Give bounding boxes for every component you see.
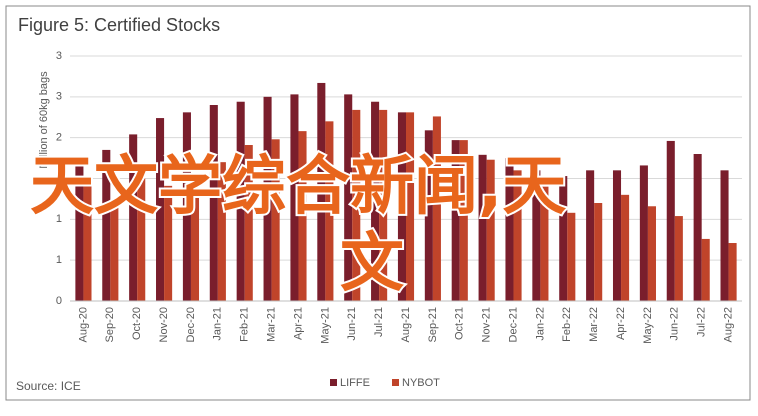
bar — [344, 94, 353, 301]
overlay-text: 文 — [340, 227, 404, 301]
bar — [379, 109, 388, 302]
bar — [478, 154, 487, 301]
chart-title: Figure 5: Certified Stocks — [18, 15, 220, 35]
x-tick-label: Sep-21 — [427, 307, 439, 342]
bar — [513, 170, 522, 301]
bar — [317, 82, 326, 301]
x-tick-label: Mar-22 — [588, 307, 600, 342]
x-tick-label: Dec-21 — [507, 307, 519, 342]
source: Source: ICE — [16, 379, 81, 393]
bar — [486, 159, 495, 301]
bar — [674, 216, 683, 301]
bar — [586, 170, 595, 301]
bar — [102, 149, 111, 301]
x-tick-label: Aug-20 — [77, 307, 89, 342]
bar — [352, 109, 361, 302]
y-tick-label: 2 — [56, 132, 62, 144]
bar — [325, 121, 334, 301]
x-tick-label: Mar-21 — [266, 307, 278, 342]
bar — [432, 116, 441, 301]
bar — [137, 178, 146, 301]
x-tick-label: Apr-22 — [615, 307, 627, 340]
bar — [209, 105, 218, 301]
bar — [83, 181, 92, 301]
y-tick-label: 1 — [56, 213, 62, 225]
bar — [701, 238, 710, 301]
legend-label: NYBOT — [402, 377, 440, 389]
bar — [505, 158, 514, 301]
bar — [693, 154, 702, 301]
legend-swatch — [330, 379, 337, 386]
bar — [290, 94, 299, 301]
bar — [190, 176, 200, 301]
x-tick-label: Sep-20 — [104, 307, 116, 342]
bar — [182, 112, 191, 301]
x-tick-label: Aug-21 — [400, 307, 412, 342]
y-tick-label: 0 — [56, 295, 62, 307]
y-tick-label: 3 — [56, 50, 62, 62]
bar — [129, 134, 138, 301]
bar — [728, 243, 737, 301]
bar — [639, 165, 648, 301]
bar — [594, 203, 603, 301]
x-tick-label: May-22 — [642, 307, 654, 344]
x-tick-label: Dec-20 — [185, 307, 197, 342]
bar — [621, 194, 630, 301]
x-tick-label: Feb-21 — [239, 307, 251, 342]
x-tick-label: Jan-22 — [534, 307, 546, 341]
bar — [217, 162, 226, 301]
bar — [666, 140, 675, 301]
bar — [567, 212, 576, 301]
bar — [424, 130, 433, 301]
bar — [371, 101, 380, 301]
x-tick-label: Jul-21 — [373, 307, 385, 337]
x-tick-label: Feb-22 — [561, 307, 573, 342]
legend-swatch — [392, 379, 399, 386]
bar — [406, 112, 415, 301]
overlay-text: 天文学综合新闻,天 — [30, 150, 566, 224]
x-tick-label: Oct-20 — [131, 307, 143, 340]
x-tick-label: Nov-21 — [481, 307, 493, 342]
x-tick-label: Oct-21 — [454, 307, 466, 340]
x-tick-label: Nov-20 — [158, 307, 170, 342]
bar — [459, 140, 468, 301]
bar — [298, 131, 307, 301]
y-tick-label: 2 — [56, 172, 62, 184]
x-tick-label: Jul-22 — [696, 307, 708, 337]
bar — [244, 145, 253, 301]
bar — [559, 176, 568, 301]
bar — [612, 170, 622, 301]
bar — [451, 140, 460, 301]
x-tick-label: Jan-21 — [212, 307, 224, 341]
x-tick-label: Apr-21 — [292, 307, 304, 340]
x-tick-label: May-21 — [319, 307, 331, 344]
bar — [720, 170, 729, 301]
bar — [110, 199, 119, 301]
bar — [271, 139, 280, 301]
y-tick-label: 3 — [56, 91, 62, 103]
y-axis-label: Million of 60kg bags — [38, 71, 50, 169]
bar — [397, 112, 406, 301]
bar — [156, 118, 165, 301]
legend-label: LIFFE — [340, 377, 370, 389]
x-tick-label: Jun-21 — [346, 307, 358, 341]
bar — [540, 186, 549, 301]
bar — [647, 206, 656, 301]
bar — [75, 162, 84, 301]
x-tick-label: Jun-22 — [669, 307, 681, 341]
x-tick-label: Aug-22 — [722, 307, 734, 342]
y-tick-label: 1 — [56, 254, 62, 266]
bar — [532, 170, 541, 301]
bar — [164, 185, 173, 301]
bar — [236, 101, 245, 301]
bar — [263, 96, 272, 301]
